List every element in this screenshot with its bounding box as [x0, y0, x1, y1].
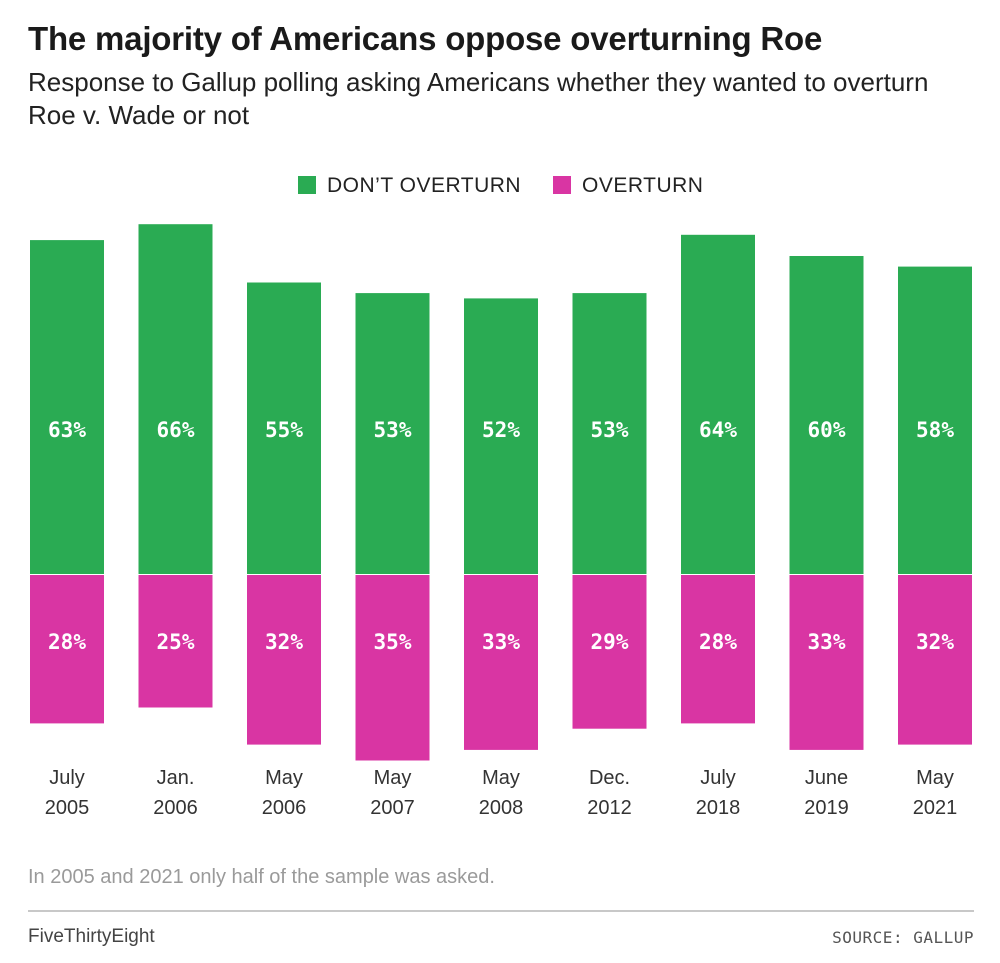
- bar-overturn: [789, 575, 864, 750]
- x-tick-label-month: May: [916, 767, 954, 789]
- bar-overturn: [247, 575, 321, 745]
- x-tick-label-year: 2006: [262, 797, 307, 819]
- brand-label: FiveThirtyEight: [28, 926, 155, 947]
- value-label-overturn: 35%: [374, 630, 412, 654]
- legend-swatch-dont-overturn: [298, 176, 316, 194]
- value-label-overturn: 32%: [265, 630, 303, 654]
- chart-subtitle: Response to Gallup polling asking Americ…: [28, 67, 929, 130]
- bar-overturn: [572, 575, 647, 729]
- value-label-overturn: 25%: [157, 630, 195, 654]
- value-label-overturn: 33%: [482, 630, 520, 654]
- footer-divider: [28, 910, 974, 912]
- bar-dont-overturn: [464, 298, 538, 574]
- value-label-dont-overturn: 60%: [808, 418, 846, 442]
- bar-dont-overturn: [789, 256, 864, 574]
- bar-dont-overturn: [138, 224, 213, 574]
- value-label-overturn: 32%: [916, 630, 954, 654]
- value-label-dont-overturn: 53%: [591, 418, 629, 442]
- value-label-dont-overturn: 64%: [699, 418, 737, 442]
- x-tick-label-year: 2018: [696, 797, 741, 819]
- bar-overturn: [898, 575, 972, 745]
- x-tick-label-year: 2005: [45, 797, 90, 819]
- x-tick-label-month: July: [49, 767, 85, 789]
- x-tick-label-year: 2019: [804, 797, 849, 819]
- legend-swatch-overturn: [553, 176, 571, 194]
- value-label-overturn: 33%: [808, 630, 846, 654]
- legend-label-overturn: OVERTURN: [582, 174, 703, 197]
- x-tick-label-month: May: [482, 767, 520, 789]
- bar-overturn: [464, 575, 538, 750]
- bar-overturn: [138, 575, 213, 708]
- bar-dont-overturn: [572, 293, 647, 574]
- x-tick-label-month: June: [805, 767, 848, 789]
- footnote: In 2005 and 2021 only half of the sample…: [28, 866, 495, 888]
- value-label-overturn: 29%: [591, 630, 629, 654]
- x-tick-label-year: 2007: [370, 797, 415, 819]
- x-tick-label-month: Jan.: [157, 767, 195, 789]
- value-label-dont-overturn: 53%: [374, 418, 412, 442]
- bar-overturn: [30, 575, 104, 724]
- bar-dont-overturn: [898, 266, 972, 574]
- x-tick-label-year: 2008: [479, 797, 524, 819]
- source-label: SOURCE: GALLUP: [832, 928, 974, 947]
- x-tick-label-month: Dec.: [589, 767, 630, 789]
- x-tick-label-year: 2012: [587, 797, 632, 819]
- x-tick-label-month: May: [265, 767, 303, 789]
- bar-chart: DON’T OVERTURN OVERTURN 63% 28% July 2005 66% 2…: [30, 174, 972, 819]
- value-label-overturn: 28%: [48, 630, 86, 654]
- bar-dont-overturn: [247, 282, 321, 574]
- bar-overturn: [681, 575, 755, 724]
- bar-dont-overturn: [30, 240, 104, 574]
- value-label-dont-overturn: 55%: [265, 418, 303, 442]
- bar-overturn: [355, 575, 430, 761]
- x-tick-label-month: July: [700, 767, 736, 789]
- x-tick-label-year: 2006: [153, 797, 198, 819]
- bar-dont-overturn: [681, 234, 755, 575]
- value-label-dont-overturn: 52%: [482, 418, 520, 442]
- x-tick-label-month: May: [374, 767, 412, 789]
- chart-title: The majority of Americans oppose overtur…: [28, 20, 823, 57]
- legend-label-dont-overturn: DON’T OVERTURN: [327, 174, 521, 197]
- value-label-dont-overturn: 66%: [157, 418, 195, 442]
- value-label-dont-overturn: 63%: [48, 418, 86, 442]
- bar-dont-overturn: [355, 293, 430, 574]
- value-label-overturn: 28%: [699, 630, 737, 654]
- x-tick-label-year: 2021: [913, 797, 958, 819]
- value-label-dont-overturn: 58%: [916, 418, 954, 442]
